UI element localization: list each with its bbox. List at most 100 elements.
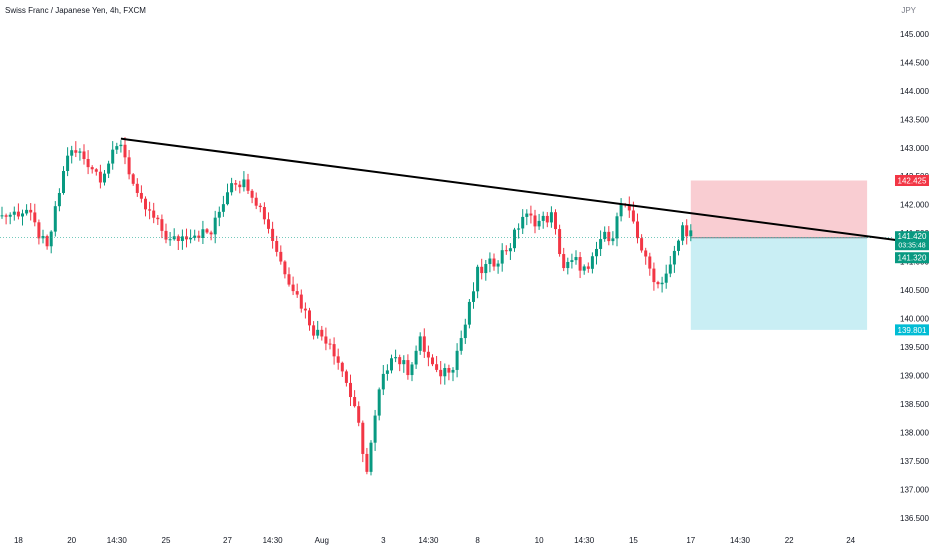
candle-body <box>340 362 344 372</box>
price-labels: 142.425 141.420 03:35:48 141.320 139.801 <box>895 175 929 336</box>
y-tick-label: 138.500 <box>900 400 929 409</box>
y-tick-label: 139.500 <box>900 343 929 352</box>
candle-body <box>656 282 660 285</box>
candle-body <box>562 254 566 269</box>
candle-body <box>570 260 574 262</box>
y-tick-label: 144.000 <box>900 87 929 96</box>
candle-body <box>459 338 463 351</box>
candle-body <box>394 357 398 359</box>
candle-body <box>135 183 139 193</box>
candle-body <box>402 360 406 365</box>
candle-body <box>250 190 254 198</box>
candle-body <box>332 344 336 357</box>
candle-body <box>615 216 619 239</box>
candle-body <box>660 282 664 285</box>
candle-body <box>336 356 340 363</box>
candle-body <box>152 210 156 218</box>
candle-body <box>672 250 676 265</box>
candle-body <box>365 453 369 472</box>
candle-body <box>238 184 242 188</box>
candle-body <box>70 150 74 156</box>
candle-body <box>582 266 586 271</box>
candle-body <box>25 209 29 214</box>
candle-body <box>619 204 623 217</box>
candle-body <box>508 248 512 252</box>
candle-body <box>422 336 426 352</box>
candle-body <box>201 229 205 238</box>
candle-body <box>209 232 213 235</box>
candle-body <box>287 274 291 285</box>
x-tick-label: 18 <box>14 536 23 545</box>
y-tick-label: 140.000 <box>900 315 929 324</box>
candle-body <box>283 261 287 275</box>
candle-body <box>226 192 229 205</box>
candle-body <box>406 360 410 376</box>
candle-body <box>410 364 414 376</box>
candle-body <box>492 258 496 267</box>
time-axis[interactable]: 18 20 14:30 25 27 14:30 Aug 3 14:30 8 10 14:30 15 17 1… <box>14 536 856 545</box>
candle-body <box>607 231 611 242</box>
candle-body <box>418 336 422 351</box>
candle-body <box>344 371 348 383</box>
candle-body <box>258 205 262 208</box>
candle-body <box>82 151 86 160</box>
price-axis[interactable]: 145.000144.500144.000143.500143.000142.5… <box>900 30 929 523</box>
candle-body <box>156 217 160 220</box>
candle-body <box>8 214 12 217</box>
candle-body <box>197 235 201 238</box>
candle-body <box>160 219 164 231</box>
candle-body <box>271 228 275 241</box>
candle-body <box>144 198 147 210</box>
candle-body <box>33 212 37 223</box>
candle-body <box>37 222 41 239</box>
current-price-label: 141.420 <box>898 232 927 241</box>
candle-body <box>381 373 385 390</box>
x-tick-label: Aug <box>315 536 329 545</box>
candle-body <box>254 197 258 206</box>
x-tick-label: 17 <box>686 536 695 545</box>
stop-price-label: 142.425 <box>898 177 927 186</box>
candle-body <box>94 169 98 172</box>
candle-body <box>49 231 53 247</box>
x-tick-label: 24 <box>846 536 855 545</box>
candle-body <box>74 150 78 153</box>
candle-body <box>115 146 119 150</box>
candle-body <box>205 229 209 233</box>
candle-body <box>451 369 455 373</box>
candle-body <box>574 257 578 261</box>
candle-body <box>373 415 377 443</box>
candle-body <box>533 215 537 227</box>
x-tick-label: 10 <box>535 536 544 545</box>
candle-body <box>217 211 221 218</box>
candle-body <box>517 228 521 230</box>
candle-body <box>500 250 504 264</box>
x-tick-label: 14:30 <box>107 536 128 545</box>
candle-body <box>213 217 217 235</box>
entry-price-label-bg <box>895 252 929 264</box>
candle-body <box>648 256 652 269</box>
candle-body <box>439 369 443 377</box>
candle-body <box>139 192 143 199</box>
candle-body <box>66 155 70 172</box>
candle-body <box>98 171 102 183</box>
y-tick-label: 139.000 <box>900 371 929 380</box>
candle-body <box>447 368 451 373</box>
candle-body <box>176 236 180 241</box>
candle-body <box>103 173 106 183</box>
candle-body <box>308 310 311 326</box>
currency-label: JPY <box>901 6 916 15</box>
candle-body <box>689 230 693 237</box>
candle-body <box>275 240 279 252</box>
candle-body <box>599 239 603 249</box>
candle-body <box>12 211 16 215</box>
candle-body <box>21 213 24 217</box>
candle-body <box>369 442 373 472</box>
candle-body <box>295 291 299 295</box>
candle-body <box>640 238 644 251</box>
candle-body <box>504 250 508 252</box>
candle-body <box>180 236 184 241</box>
candle-body <box>627 205 631 211</box>
candle-body <box>242 179 246 188</box>
candle-body <box>549 212 553 223</box>
